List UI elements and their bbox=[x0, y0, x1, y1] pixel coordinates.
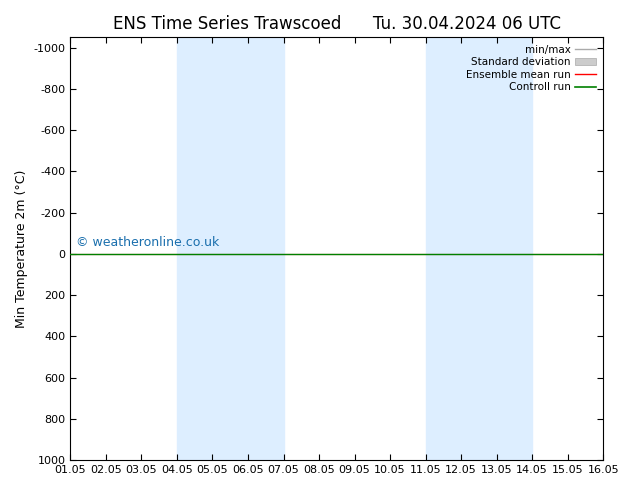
Bar bbox=[425, 37, 532, 460]
Legend: min/max, Standard deviation, Ensemble mean run, Controll run: min/max, Standard deviation, Ensemble me… bbox=[462, 41, 600, 97]
Text: © weatheronline.co.uk: © weatheronline.co.uk bbox=[75, 236, 219, 249]
Bar bbox=[177, 37, 283, 460]
Title: ENS Time Series Trawscoed      Tu. 30.04.2024 06 UTC: ENS Time Series Trawscoed Tu. 30.04.2024… bbox=[113, 15, 561, 33]
Y-axis label: Min Temperature 2m (°C): Min Temperature 2m (°C) bbox=[15, 170, 28, 328]
